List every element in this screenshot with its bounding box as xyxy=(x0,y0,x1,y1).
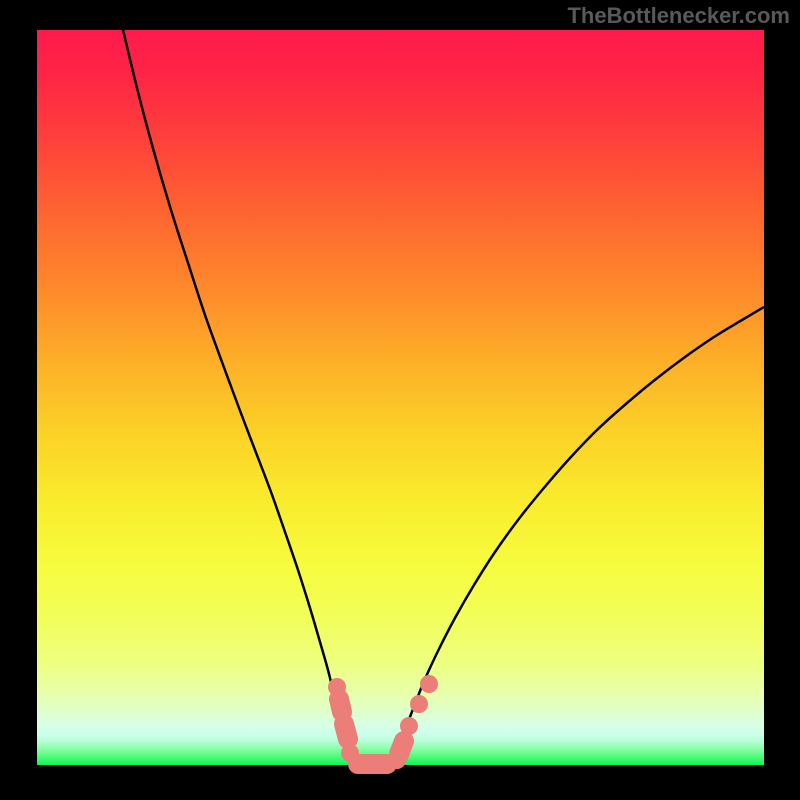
chart-curves-layer xyxy=(37,30,764,765)
data-point xyxy=(400,717,418,735)
data-capsule xyxy=(344,724,348,739)
curve-right xyxy=(396,307,764,765)
data-capsule xyxy=(339,699,342,712)
data-point xyxy=(420,675,438,693)
data-point xyxy=(410,695,428,713)
data-capsule xyxy=(399,741,404,754)
curve-left xyxy=(123,30,351,765)
watermark-text: TheBottlenecker.com xyxy=(567,3,790,29)
plot-area xyxy=(37,30,764,765)
chart-container: TheBottlenecker.com xyxy=(0,0,800,800)
